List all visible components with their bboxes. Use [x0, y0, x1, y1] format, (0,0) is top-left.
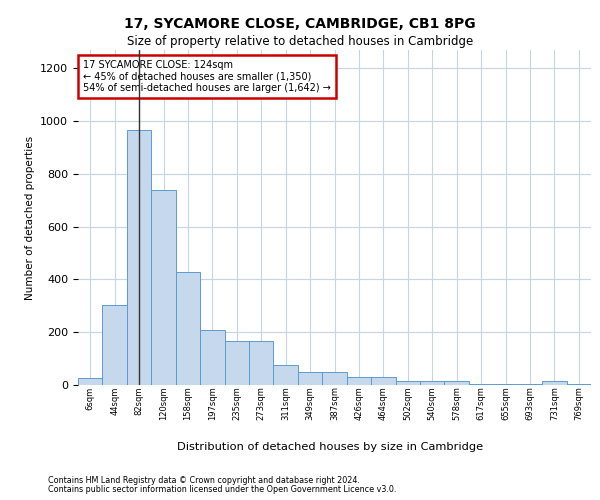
- Bar: [445, 381, 469, 385]
- Text: Distribution of detached houses by size in Cambridge: Distribution of detached houses by size …: [177, 442, 483, 452]
- Bar: [371, 377, 395, 385]
- Y-axis label: Number of detached properties: Number of detached properties: [25, 136, 35, 300]
- Bar: [518, 384, 542, 385]
- Bar: [347, 377, 371, 385]
- Bar: [103, 304, 127, 385]
- Bar: [249, 342, 274, 385]
- Bar: [200, 330, 224, 385]
- Bar: [151, 190, 176, 385]
- Text: 17, SYCAMORE CLOSE, CAMBRIDGE, CB1 8PG: 17, SYCAMORE CLOSE, CAMBRIDGE, CB1 8PG: [124, 18, 476, 32]
- Bar: [176, 272, 200, 385]
- Bar: [224, 342, 249, 385]
- Bar: [566, 384, 591, 385]
- Bar: [127, 130, 151, 385]
- Text: Size of property relative to detached houses in Cambridge: Size of property relative to detached ho…: [127, 35, 473, 48]
- Bar: [493, 384, 518, 385]
- Bar: [542, 381, 566, 385]
- Bar: [420, 381, 445, 385]
- Bar: [78, 378, 103, 385]
- Bar: [298, 372, 322, 385]
- Bar: [274, 365, 298, 385]
- Bar: [322, 372, 347, 385]
- Bar: [395, 381, 420, 385]
- Bar: [469, 384, 493, 385]
- Text: Contains HM Land Registry data © Crown copyright and database right 2024.: Contains HM Land Registry data © Crown c…: [48, 476, 360, 485]
- Text: Contains public sector information licensed under the Open Government Licence v3: Contains public sector information licen…: [48, 485, 397, 494]
- Text: 17 SYCAMORE CLOSE: 124sqm
← 45% of detached houses are smaller (1,350)
54% of se: 17 SYCAMORE CLOSE: 124sqm ← 45% of detac…: [83, 60, 331, 93]
